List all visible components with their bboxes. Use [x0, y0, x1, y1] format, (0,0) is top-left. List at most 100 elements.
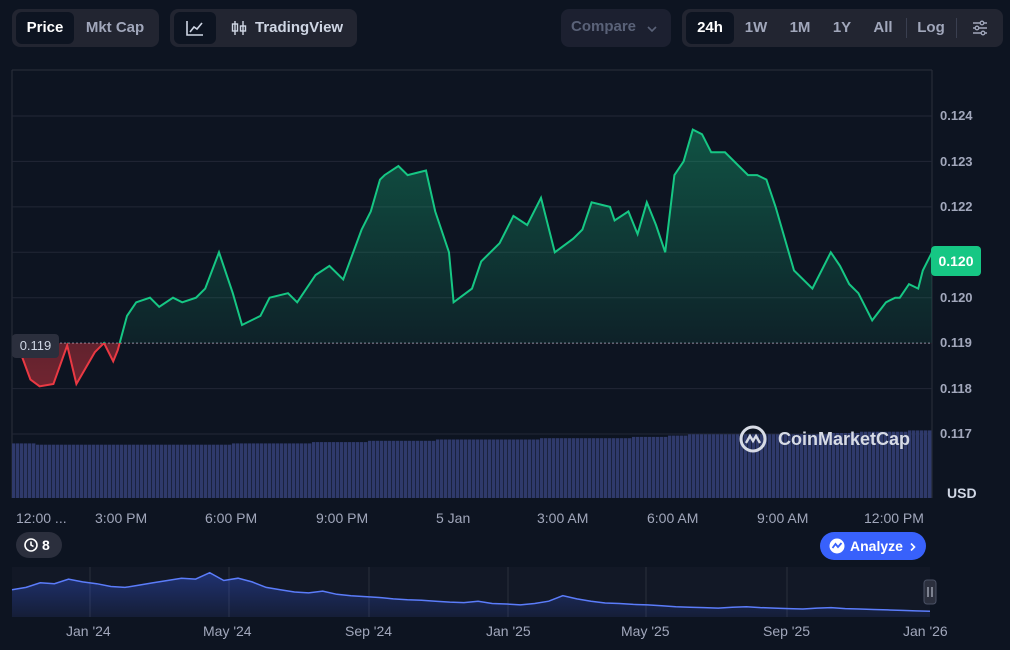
- mkt-cap-tab[interactable]: Mkt Cap: [85, 19, 145, 36]
- volume-bar: [292, 443, 296, 498]
- history-icon: [24, 538, 38, 552]
- y-tick: 0.120: [940, 290, 973, 305]
- volume-bar: [876, 431, 880, 498]
- price-area-down: [12, 343, 932, 387]
- volume-bar: [824, 434, 828, 498]
- volume-bar: [680, 435, 684, 498]
- history-badge[interactable]: 8: [16, 532, 62, 558]
- x-tick: 6:00 PM: [205, 510, 258, 526]
- volume-bar: [584, 438, 588, 498]
- volume-bar: [260, 443, 264, 498]
- volume-bar: [532, 439, 536, 498]
- compare-dropdown[interactable]: Compare: [561, 9, 671, 47]
- chart-settings-button[interactable]: [964, 12, 996, 44]
- volume-bar: [764, 434, 768, 498]
- current-price-badge: 0.120: [931, 246, 981, 276]
- metric-toggle: Price Mkt Cap: [12, 9, 159, 47]
- volume-bar: [804, 434, 808, 498]
- volume-bar: [460, 439, 464, 498]
- range-navigator[interactable]: [0, 560, 1010, 620]
- range-24h-tab[interactable]: 24h: [686, 12, 734, 44]
- volume-bar: [652, 436, 656, 498]
- volume-bar: [392, 440, 396, 498]
- volume-bar: [300, 443, 304, 498]
- price-tab[interactable]: Price: [16, 12, 74, 44]
- volume-bar: [800, 434, 804, 498]
- volume-bar: [448, 439, 452, 498]
- volume-bar: [428, 440, 432, 498]
- volume-bar: [72, 444, 76, 498]
- volume-bar: [900, 431, 904, 498]
- range-all-tab[interactable]: All: [873, 19, 893, 36]
- volume-bar: [504, 439, 508, 498]
- volume-bar: [592, 438, 596, 498]
- volume-bar: [644, 436, 648, 498]
- volume-bar: [308, 443, 312, 498]
- navigator-tick: Jan '24: [66, 623, 111, 639]
- volume-bar: [860, 431, 864, 498]
- tradingview-button[interactable]: TradingView: [222, 12, 352, 44]
- volume-bar: [224, 444, 228, 498]
- volume-bar: [628, 438, 632, 498]
- range-1m-tab[interactable]: 1M: [789, 19, 811, 36]
- watermark-label: CoinMarketCap: [778, 429, 911, 449]
- volume-bar: [340, 442, 344, 498]
- volume-bar: [352, 442, 356, 498]
- navigator-tick: Sep '24: [345, 623, 393, 639]
- volume-bar: [536, 439, 540, 498]
- chart-type-toggle: TradingView: [170, 9, 357, 47]
- volume-bar: [640, 436, 644, 498]
- range-1y-tab[interactable]: 1Y: [832, 19, 852, 36]
- volume-bar: [228, 444, 232, 498]
- volume-bar: [512, 439, 516, 498]
- volume-bar: [20, 443, 24, 498]
- volume-bar: [120, 444, 124, 498]
- volume-bar: [444, 439, 448, 498]
- volume-bar: [60, 444, 64, 498]
- volume-bar: [496, 439, 500, 498]
- volume-bar: [520, 439, 524, 498]
- volume-bar: [468, 439, 472, 498]
- volume-bar: [140, 444, 144, 498]
- y-tick: 0.118: [940, 381, 972, 396]
- volume-bar: [576, 438, 580, 498]
- volume-bar: [164, 444, 168, 498]
- volume-bar: [832, 433, 836, 498]
- y-tick: 0.117: [940, 426, 972, 441]
- price-chart[interactable]: [0, 0, 1010, 530]
- volume-bar: [92, 444, 96, 498]
- volume-bar: [48, 444, 52, 498]
- volume-bar: [888, 431, 892, 498]
- volume-bar: [456, 439, 460, 498]
- volume-bar: [564, 438, 568, 498]
- volume-bar: [600, 438, 604, 498]
- volume-bar: [720, 434, 724, 498]
- volume-bar: [132, 444, 136, 498]
- line-chart-button[interactable]: [174, 12, 216, 44]
- volume-bar: [700, 434, 704, 498]
- volume-bar: [332, 442, 336, 498]
- volume-bar: [712, 434, 716, 498]
- x-tick: 5 Jan: [436, 510, 471, 526]
- volume-bar: [252, 443, 256, 498]
- volume-bar: [844, 433, 848, 498]
- volume-bar: [240, 443, 244, 498]
- navigator-handle-grip-icon: [927, 587, 933, 597]
- x-tick: 9:00 AM: [757, 510, 809, 526]
- volume-bar: [780, 434, 784, 498]
- volume-bar: [304, 443, 308, 498]
- analyze-button[interactable]: Analyze: [820, 532, 926, 560]
- volume-bar: [656, 436, 660, 498]
- log-scale-toggle[interactable]: Log: [917, 19, 945, 36]
- volume-bar: [892, 431, 896, 498]
- volume-bars: [12, 430, 932, 498]
- navigator-handle[interactable]: [923, 579, 937, 605]
- range-1w-tab[interactable]: 1W: [744, 19, 768, 36]
- y-tick: 0.119: [940, 335, 972, 350]
- volume-bar: [840, 433, 844, 498]
- volume-bar: [168, 444, 172, 498]
- volume-bar: [708, 434, 712, 498]
- volume-bar: [280, 443, 284, 498]
- volume-bar: [288, 443, 292, 498]
- volume-bar: [608, 438, 612, 498]
